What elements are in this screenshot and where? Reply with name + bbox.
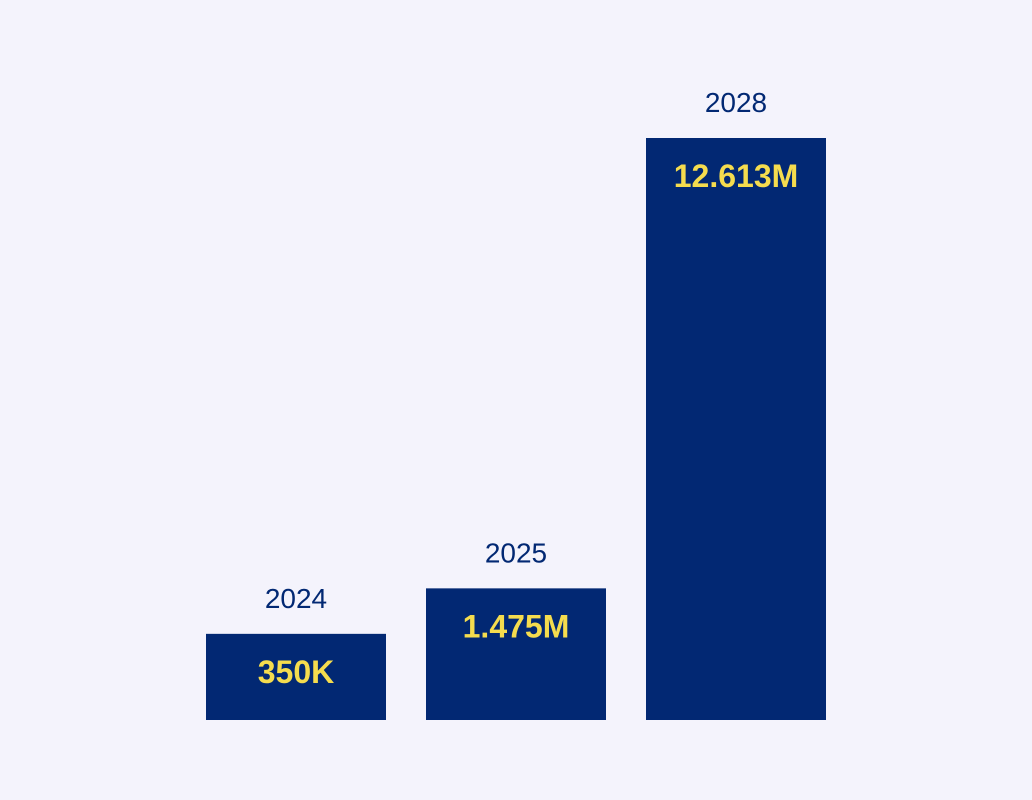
category-label-2028: 2028 — [705, 87, 767, 118]
category-label-2024: 2024 — [265, 583, 327, 614]
bar-2028 — [646, 138, 826, 720]
bar-2024 — [206, 633, 386, 720]
category-label-2025: 2025 — [485, 537, 547, 568]
bars-group: 2024 350K 2025 1.475M 2028 12.613M — [206, 87, 826, 720]
value-label-2024: 350K — [258, 654, 335, 690]
value-label-2025: 1.475M — [463, 608, 570, 644]
bar-2025 — [426, 588, 606, 720]
value-label-2028: 12.613M — [674, 158, 799, 194]
